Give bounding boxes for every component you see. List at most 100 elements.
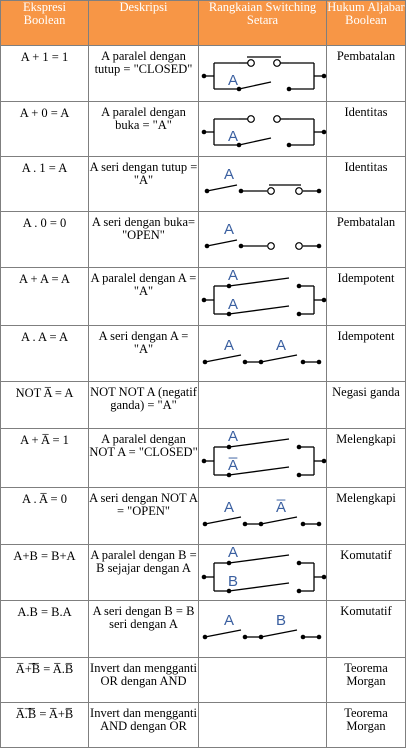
- switch-blade: [204, 516, 242, 525]
- contact-ring: [295, 242, 303, 250]
- switch-blade: [228, 466, 290, 476]
- law-cell: Komutatif: [326, 600, 406, 658]
- switching-circuit-diagram: A A̅: [202, 499, 322, 527]
- terminal-dot: [316, 188, 322, 194]
- law-cell: Teorema Morgan: [326, 657, 406, 703]
- switching-circuit-diagram: A: [201, 56, 327, 92]
- switching-circuit-diagram: AA: [201, 268, 327, 317]
- description-cell: A paralel dengan NOT A = "CLOSED": [88, 428, 199, 488]
- switch-blade: [260, 354, 298, 363]
- switching-circuit-diagram: AB: [201, 545, 327, 594]
- switch-label: A: [228, 296, 238, 313]
- law-cell: Melengkapi: [326, 487, 406, 545]
- switch-label: A: [224, 337, 234, 354]
- law-cell: Identitas: [326, 156, 406, 212]
- table-row: A̅+̅B̅ = A̅.B̅ Invert dan mengganti OR de…: [0, 657, 406, 703]
- terminal-dot: [296, 311, 302, 317]
- switch-label: A̅: [276, 499, 286, 516]
- description-cell: A seri dengan tutup = "A": [88, 156, 199, 212]
- switch-blade: [206, 184, 238, 192]
- terminal-dot: [296, 283, 302, 289]
- circuit-cell: A A̅: [198, 428, 327, 488]
- table-row: A.B = B.A A seri dengan B = B seri dengan…: [0, 600, 406, 658]
- expression-cell: A + 0 = A: [0, 101, 89, 157]
- circuit-cell: [198, 657, 327, 703]
- terminal-dot: [321, 297, 327, 303]
- law-cell: Identitas: [326, 101, 406, 157]
- law-cell: Komutatif: [326, 544, 406, 601]
- switch-label: A: [224, 612, 234, 629]
- switch-label: A̅: [228, 457, 238, 474]
- header-circuit: Rangkaian Switching Setara: [198, 0, 327, 46]
- description-cell: Invert dan mengganti AND dengan OR: [88, 702, 199, 748]
- terminal-dot: [316, 359, 322, 365]
- terminal-dot: [204, 243, 210, 249]
- switch-blade: [238, 81, 272, 90]
- switch-label: A: [224, 166, 234, 183]
- terminal-dot: [321, 73, 327, 79]
- header-expr: Ekspresi Boolean: [0, 0, 89, 46]
- circuit-cell: A: [198, 101, 327, 157]
- contact-ring: [267, 242, 275, 250]
- terminal-dot: [321, 129, 327, 135]
- switch-blade: [206, 239, 238, 247]
- description-cell: NOT NOT A (negatif ganda) = "A": [88, 381, 199, 429]
- header-desc: Deskripsi: [88, 0, 199, 46]
- description-cell: Invert dan mengganti OR dengan AND: [88, 657, 199, 703]
- expression-cell: A + A̅ = 1: [0, 428, 89, 488]
- law-cell: Negasi ganda: [326, 381, 406, 429]
- header-law: Hukum Aljabar Boolean: [326, 0, 406, 46]
- expression-cell: A . 0 = 0: [0, 211, 89, 268]
- expression-cell: A . A̅ = 0: [0, 487, 89, 545]
- terminal-dot: [201, 574, 207, 580]
- switch-blade: [204, 354, 242, 363]
- expression-cell: A̅.̅B̅ = A̅+B̅: [0, 702, 89, 748]
- circuit-cell: [198, 381, 327, 429]
- expression-cell: A.B = B.A: [0, 600, 89, 658]
- switch-blade: [260, 516, 298, 525]
- switch-blade: [228, 305, 290, 315]
- contact-ring: [273, 115, 281, 123]
- switch-label: A: [228, 268, 238, 284]
- switch-label: B: [228, 573, 238, 590]
- expression-cell: A . A = A: [0, 325, 89, 382]
- terminal-dot: [286, 142, 292, 148]
- description-cell: A paralel dengan buka = "A": [88, 101, 199, 157]
- description-cell: A seri dengan NOT A = "OPEN": [88, 487, 199, 545]
- terminal-dot: [296, 560, 302, 566]
- terminal-dot: [201, 458, 207, 464]
- terminal-dot: [316, 521, 322, 527]
- terminal-dot: [201, 73, 207, 79]
- description-cell: A seri dengan buka= "OPEN": [88, 211, 199, 268]
- switch-label: A: [228, 72, 238, 89]
- switch-blade: [228, 438, 290, 448]
- switch-blade: [228, 277, 290, 287]
- switch-label: A: [276, 337, 286, 354]
- terminal-dot: [201, 129, 207, 135]
- terminal-dot: [201, 297, 207, 303]
- contact-ring: [247, 115, 255, 123]
- terminal-dot: [316, 243, 322, 249]
- switch-label: B: [276, 612, 286, 629]
- circuit-cell: A: [198, 45, 327, 102]
- header-row: Ekspresi Boolean Deskripsi Rangkaian Swi…: [0, 0, 406, 46]
- expression-cell: A + A = A: [0, 267, 89, 326]
- switching-circuit-diagram: A A̅: [201, 429, 327, 478]
- switch-label: A: [228, 545, 238, 561]
- switch-blade: [228, 582, 290, 592]
- switch-blade: [204, 629, 242, 638]
